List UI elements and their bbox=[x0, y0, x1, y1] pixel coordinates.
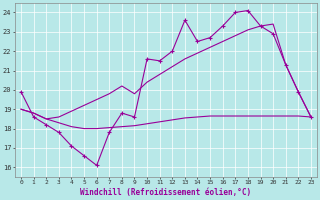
X-axis label: Windchill (Refroidissement éolien,°C): Windchill (Refroidissement éolien,°C) bbox=[80, 188, 252, 197]
